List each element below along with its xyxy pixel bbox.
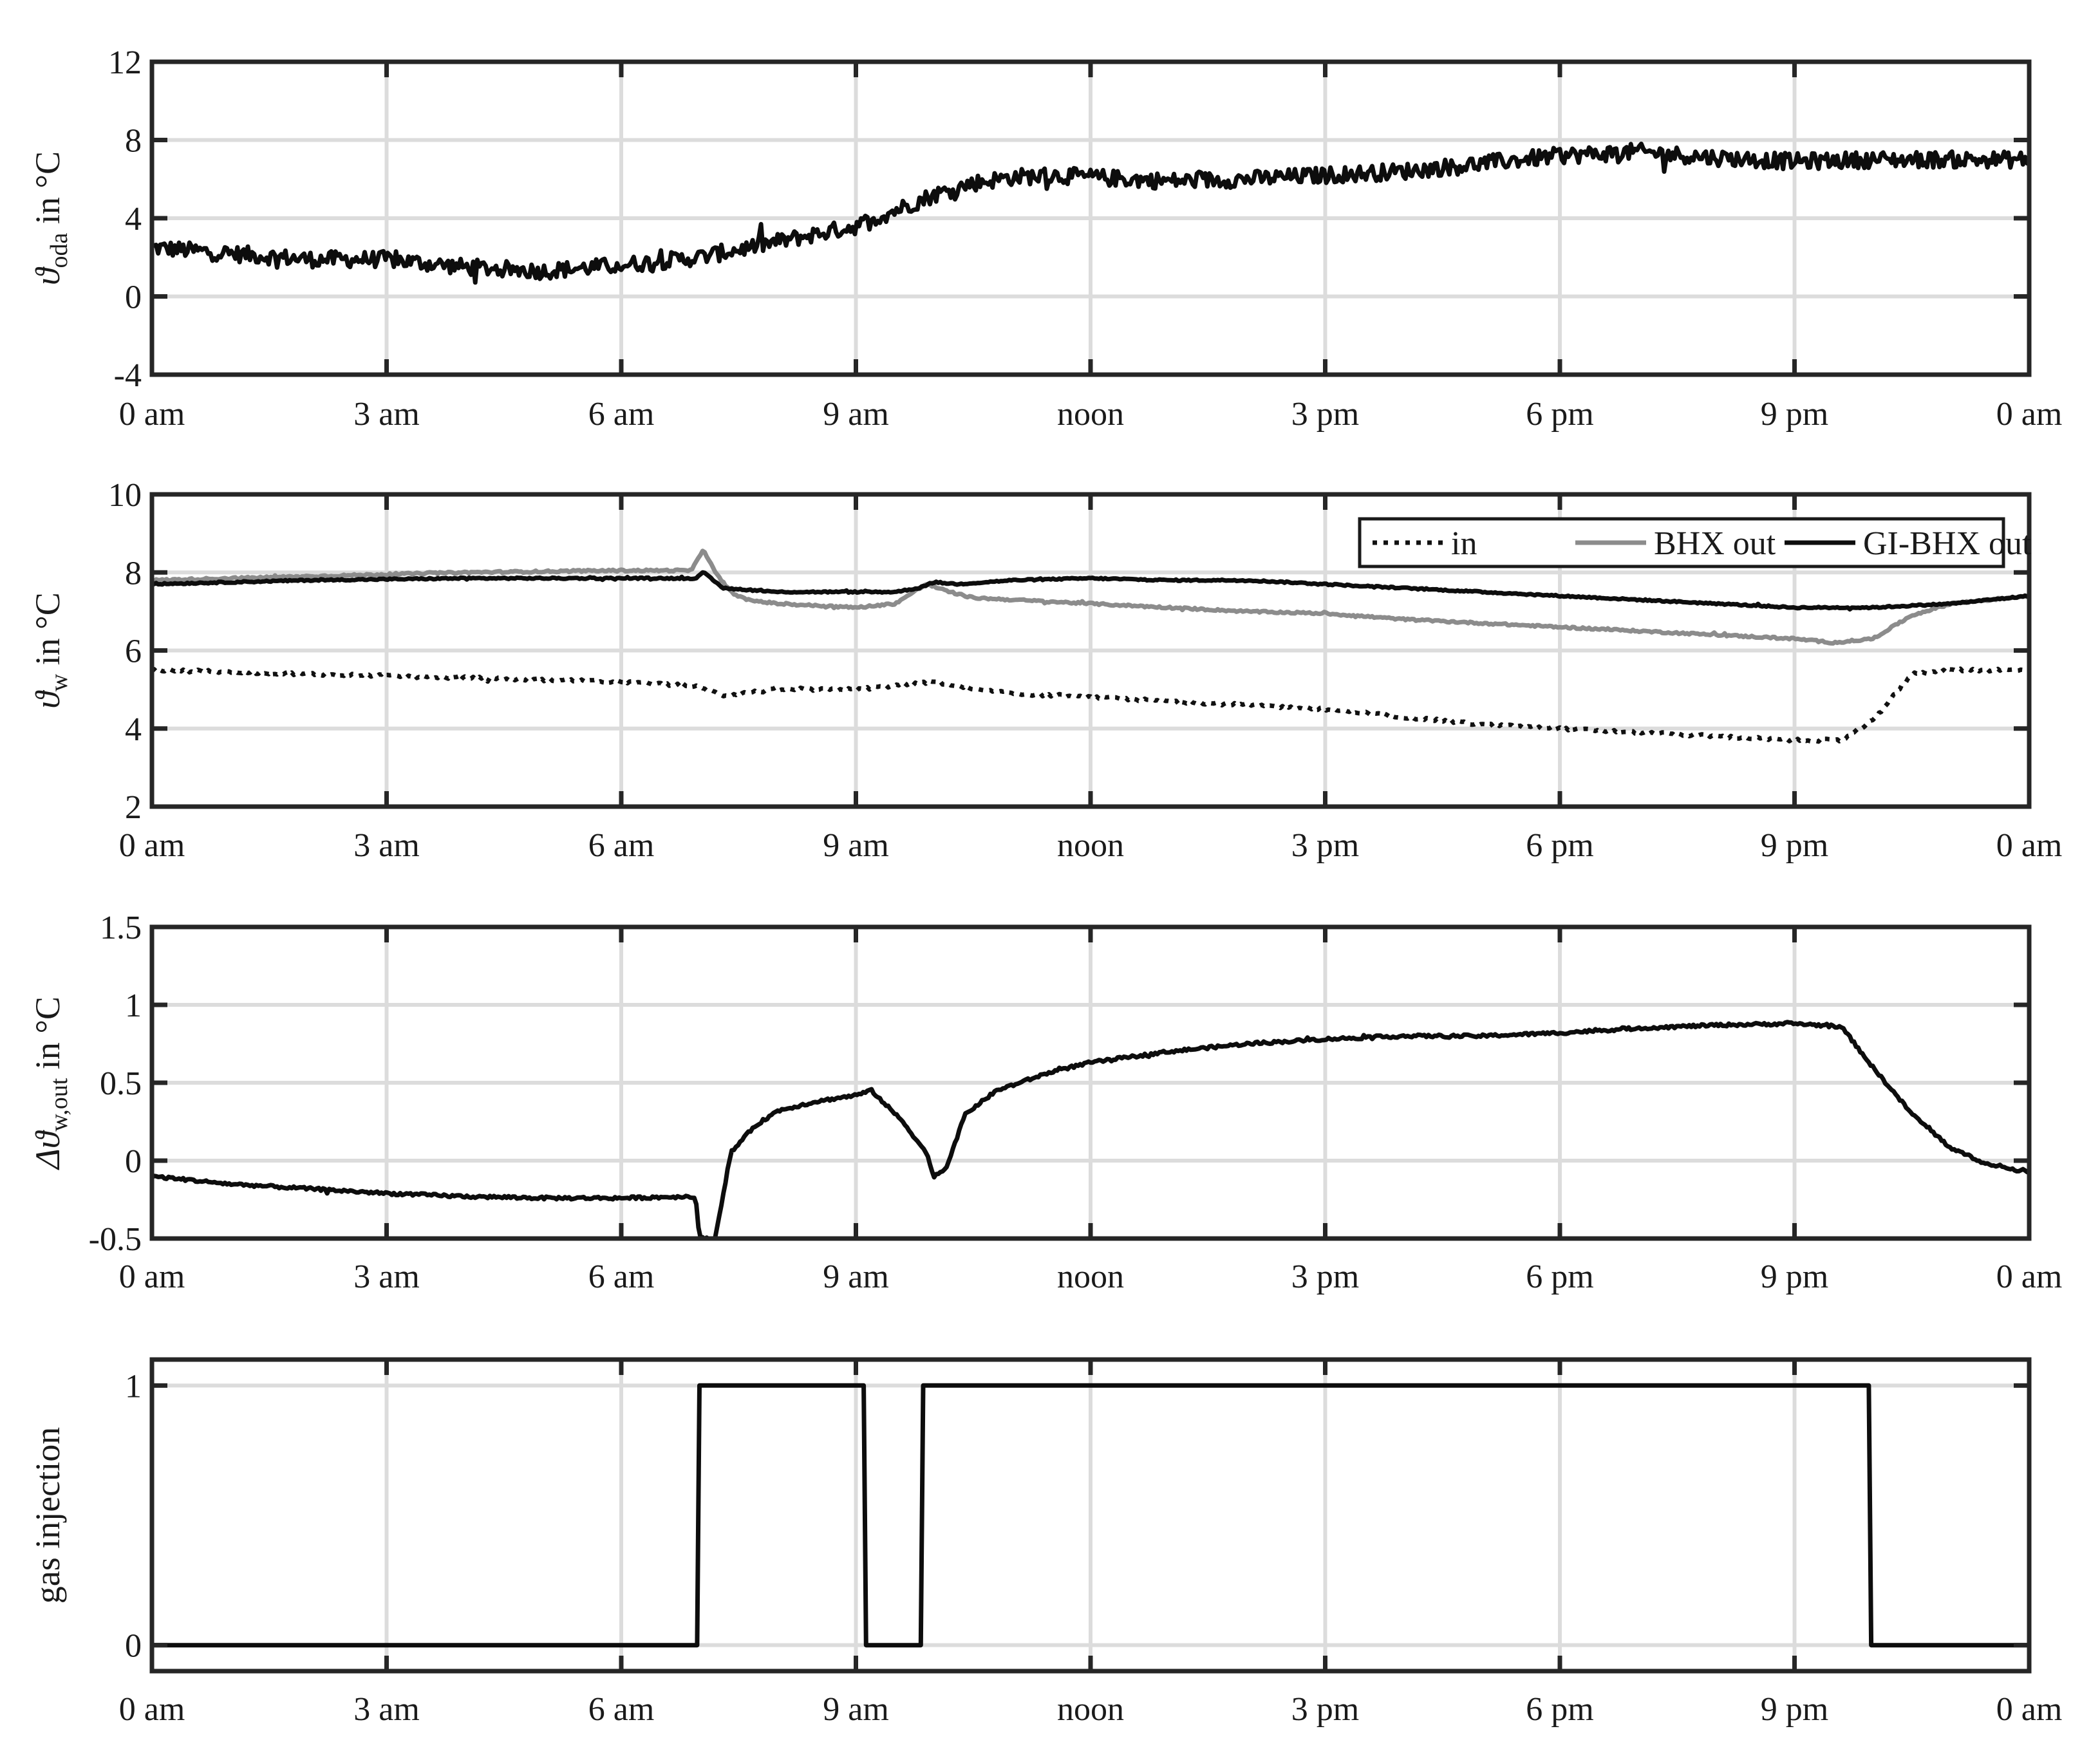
y-axis-label-unit: in °C [28,996,67,1078]
panel-brine-temperature-difference: 0 am 3 am 6 am 9 am noon 3 pm 6 pm 9 pm 0 am-0.5… [28,910,2062,1295]
x-tick-label: 0 am [119,1258,185,1295]
y-axis-label: ϑoda in °C [28,151,73,285]
y-tick-label: -0.5 [89,1221,142,1258]
y-tick-label: 12 [108,44,142,81]
y-tick-label: 2 [125,789,142,826]
x-tick-label: 0 am [1996,396,2063,433]
series-line-in [152,666,2029,744]
legend-box [1358,517,2005,568]
y-tick-label: 1 [125,1368,142,1405]
y-axis-label: Δϑw,out in °C [28,996,73,1170]
legend-label: GI-BHX out [1863,525,2032,562]
x-tick-label: 6 am [588,827,655,864]
x-tick-label: 0 am [1996,827,2063,864]
x-tick-label: 9 am [823,1258,889,1295]
x-tick-label: 3 pm [1291,1691,1359,1728]
x-tick-label: 0 am [119,827,185,864]
x-tick-label: noon [1057,1258,1124,1295]
y-tick-label: 0 [125,1143,142,1180]
x-tick-label: 3 pm [1291,827,1359,864]
series-line-0 [152,142,2029,285]
x-tick-label: 6 am [588,396,655,433]
y-axis-label-symbol: Δϑ [28,1130,67,1170]
x-tick-label: 9 pm [1761,1691,1828,1728]
y-axis-label-subscript: w,out [46,1078,73,1131]
x-tick-label: 6 pm [1526,1258,1593,1295]
x-tick-label: 9 am [823,827,889,864]
x-tick-label: 9 am [823,396,889,433]
legend-label: in [1451,525,1477,562]
y-tick-label: 6 [125,633,142,670]
y-tick-label: 0 [125,279,142,316]
y-tick-label: 8 [125,555,142,592]
y-axis-label: ϑw in °C [28,592,73,709]
y-tick-label: 0.5 [100,1065,142,1102]
y-axis-label-symbol: ϑ [28,267,67,285]
series-line-0 [152,1383,2029,1648]
x-tick-label: 6 am [588,1258,655,1295]
x-tick-label: 3 pm [1291,1258,1359,1295]
series-line-gi-bhx-out [152,570,2029,612]
x-tick-label: 6 pm [1526,827,1593,864]
x-tick-label: 0 am [1996,1691,2063,1728]
x-tick-label: 9 pm [1761,396,1828,433]
x-tick-label: 9 am [823,1691,889,1728]
x-tick-label: 3 am [353,827,420,864]
x-tick-label: 9 pm [1761,1258,1828,1295]
y-tick-label: 8 [125,123,142,160]
series-line-0 [152,1020,2029,1239]
x-tick-label: 6 pm [1526,1691,1593,1728]
x-tick-label: 3 am [353,1258,420,1295]
panel-gas-injection: 0 am 3 am 6 am 9 am noon 3 pm 6 pm 9 pm 0 am 0 1 ga… [28,1357,2063,1728]
y-tick-label: 10 [108,477,142,514]
x-tick-label: 3 am [353,1691,420,1728]
y-axis-label-unit: in °C [28,592,67,674]
y-axis-label: gas injection [28,1427,67,1604]
y-axis-label-subscript: oda [46,233,73,268]
legend-label: BHX out [1654,525,1776,562]
x-tick-label: 6 pm [1526,396,1593,433]
y-axis-label-subscript: w [46,673,73,691]
y-tick-label: 1.5 [100,910,142,946]
x-tick-label: 0 am [119,396,185,433]
y-tick-label: 4 [125,711,142,748]
x-tick-label: 0 am [119,1691,185,1728]
y-tick-label: 0 [125,1628,142,1665]
y-tick-label: -4 [114,357,142,394]
x-tick-label: 9 pm [1761,827,1828,864]
x-tick-label: noon [1057,396,1124,433]
x-tick-label: 6 am [588,1691,655,1728]
legend: in BHX out GI-BHX out [1358,517,2032,568]
x-tick-label: noon [1057,1691,1124,1728]
y-axis-label-unit: in °C [28,151,67,233]
panel-outdoor-air-temperature: 0 am 3 am 6 am 9 am noon 3 pm 6 pm 9 pm 0 am-404… [28,44,2062,433]
y-axis-label-symbol: ϑ [28,690,67,709]
y-tick-label: 1 [125,987,142,1024]
x-tick-label: 0 am [1996,1258,2063,1295]
x-tick-label: 3 am [353,396,420,433]
series-line-bhx-out [152,548,2029,646]
x-tick-label: 3 pm [1291,396,1359,433]
x-tick-label: noon [1057,827,1124,864]
panel-brine-temperature: 0 am 3 am 6 am 9 am noon 3 pm 6 pm 9 pm 0 am2468… [28,477,2062,864]
y-tick-label: 4 [125,201,142,238]
